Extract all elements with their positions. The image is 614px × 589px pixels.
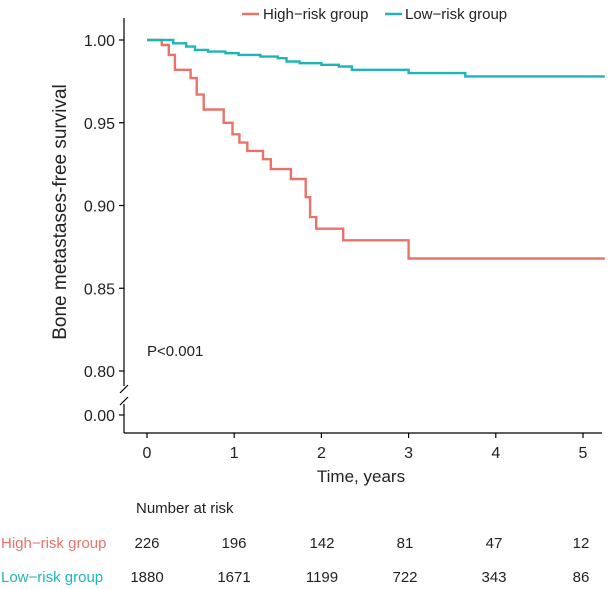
risk-table-value: 86	[573, 569, 590, 586]
risk-table-value: 196	[221, 535, 246, 552]
y-tick-label: 0.95	[84, 116, 115, 133]
legend-label: High−risk group	[263, 6, 368, 23]
legend-label: Low−risk group	[405, 6, 507, 23]
risk-table-value: 226	[134, 535, 159, 552]
risk-table-row-label: Low−risk group	[1, 569, 103, 586]
y-tick-label: 1.00	[84, 33, 115, 50]
risk-table-value: 12	[573, 535, 590, 552]
risk-table-value: 81	[397, 535, 414, 552]
y-tick-label-break: 0.00	[84, 408, 115, 425]
risk-table-title: Number at risk	[136, 500, 234, 517]
y-tick-label: 0.90	[84, 199, 115, 216]
risk-table-value: 1880	[130, 569, 163, 586]
axis-break-mark-top	[119, 384, 129, 394]
x-tick-label: 5	[579, 445, 588, 462]
series-line-low-risk	[147, 38, 605, 78]
risk-table-value: 1199	[306, 569, 338, 586]
x-tick-label: 1	[230, 445, 239, 462]
x-tick-label: 0	[143, 445, 152, 462]
x-tick-label: 3	[404, 445, 413, 462]
x-axis-label: Time, years	[317, 467, 405, 486]
series-line-high-risk	[147, 38, 605, 260]
risk-table: High−risk group 226 196 142 81 47 12 Low−risk g…	[1, 535, 589, 586]
risk-table-value: 1671	[217, 569, 250, 586]
legend: High−risk group Low−risk group	[242, 6, 507, 23]
risk-table-value: 722	[392, 569, 417, 586]
axis-break-mark-bottom	[119, 396, 129, 406]
risk-table-value: 47	[486, 535, 503, 552]
x-tick-label: 2	[317, 445, 326, 462]
p-value-annotation: P<0.001	[147, 343, 203, 360]
risk-table-value: 343	[481, 569, 506, 586]
x-tick-label: 4	[491, 445, 500, 462]
y-tick-label: 0.80	[84, 364, 115, 381]
y-tick-label: 0.85	[84, 281, 115, 298]
risk-table-value: 142	[309, 535, 334, 552]
risk-table-row-label: High−risk group	[1, 535, 106, 552]
plot-axes: 0.80 0.85 0.90 0.95 1.00 0.00 0 1 2 3 4 5	[84, 18, 602, 462]
y-axis-label: Bone metastases-free survival	[50, 84, 71, 340]
plot-series	[147, 38, 605, 260]
